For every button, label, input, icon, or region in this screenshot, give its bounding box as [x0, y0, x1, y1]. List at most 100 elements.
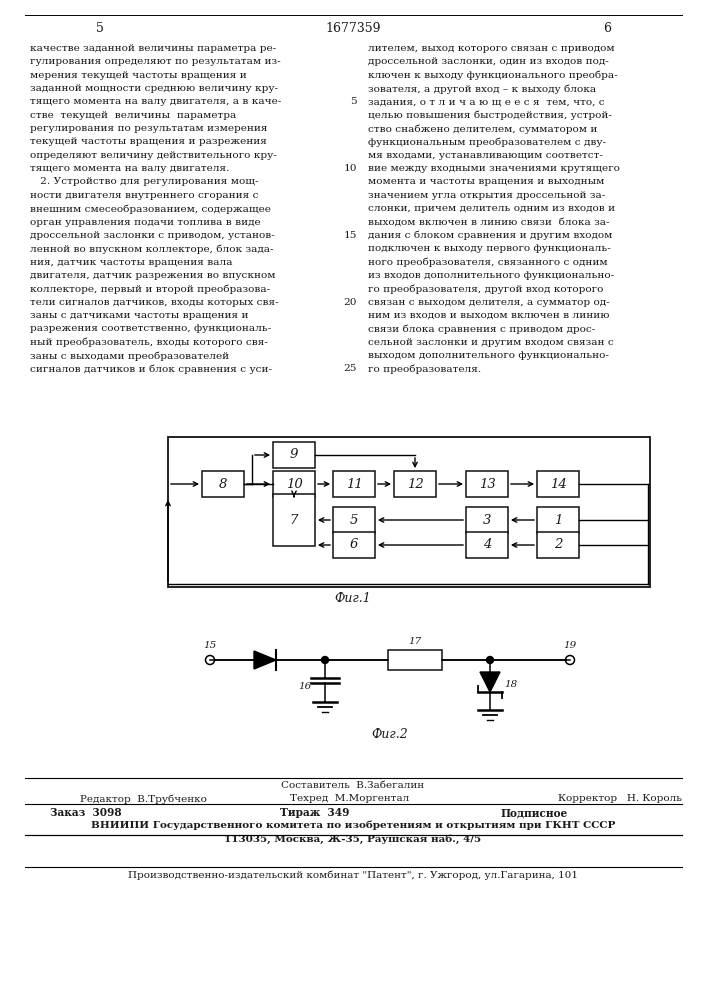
Text: 3: 3	[483, 514, 491, 526]
Text: качестве заданной величины параметра ре-: качестве заданной величины параметра ре-	[30, 44, 276, 53]
Text: тели сигналов датчиков, входы которых свя-: тели сигналов датчиков, входы которых св…	[30, 298, 279, 307]
Text: связи блока сравнения с приводом дрос-: связи блока сравнения с приводом дрос-	[368, 324, 595, 334]
Text: связан с выходом делителя, а сумматор од-: связан с выходом делителя, а сумматор од…	[368, 298, 609, 307]
Text: Корректор   Н. Король: Корректор Н. Король	[558, 794, 682, 803]
Text: 6: 6	[603, 22, 611, 35]
Text: внешним смесеобразованием, содержащее: внешним смесеобразованием, содержащее	[30, 204, 271, 214]
Text: ВНИИПИ Государственного комитета по изобретениям и открытиям при ГКНТ СССР: ВНИИПИ Государственного комитета по изоб…	[90, 821, 615, 830]
Text: Заказ  3098: Заказ 3098	[50, 807, 122, 818]
Text: Фиг.2: Фиг.2	[372, 728, 409, 741]
Text: 10: 10	[344, 164, 357, 173]
Text: разрежения соответственно, функциональ-: разрежения соответственно, функциональ-	[30, 324, 271, 333]
Text: 20: 20	[344, 298, 357, 307]
Text: заданной мощности среднюю величину кру-: заданной мощности среднюю величину кру-	[30, 84, 278, 93]
Bar	[537, 507, 579, 533]
Text: слонки, причем делитель одним из входов и: слонки, причем делитель одним из входов …	[368, 204, 615, 213]
Text: ности двигателя внутреннего сгорания с: ности двигателя внутреннего сгорания с	[30, 191, 259, 200]
Circle shape	[322, 656, 329, 664]
Text: Производственно-издательский комбинат "Патент", г. Ужгород, ул.Гагарина, 101: Производственно-издательский комбинат "П…	[128, 870, 578, 880]
Text: выходом дополнительного функционально-: выходом дополнительного функционально-	[368, 351, 609, 360]
Text: 1677359: 1677359	[325, 22, 381, 35]
Bar	[394, 471, 436, 497]
Bar	[537, 471, 579, 497]
Text: момента и частоты вращения и выходным: момента и частоты вращения и выходным	[368, 178, 604, 186]
Text: мя входами, устанавливающим соответст-: мя входами, устанавливающим соответст-	[368, 151, 603, 160]
Text: 7: 7	[290, 514, 298, 526]
Text: 18: 18	[504, 680, 518, 689]
Bar	[273, 494, 315, 546]
Bar	[202, 471, 244, 497]
Polygon shape	[480, 672, 500, 692]
Text: Составитель  В.Забегалин: Составитель В.Забегалин	[281, 781, 425, 790]
Text: вие между входными значениями крутящего: вие между входными значениями крутящего	[368, 164, 620, 173]
Text: го преобразователя, другой вход которого: го преобразователя, другой вход которого	[368, 284, 603, 294]
Text: 2. Устройство для регулирования мощ-: 2. Устройство для регулирования мощ-	[30, 178, 259, 186]
Text: из входов дополнительного функционально-: из входов дополнительного функционально-	[368, 271, 614, 280]
Text: 113035, Москва, Ж-35, Раушская наб., 4/5: 113035, Москва, Ж-35, Раушская наб., 4/5	[224, 834, 481, 844]
Bar	[175, 445, 450, 582]
Text: 2: 2	[554, 538, 562, 552]
Text: сигналов датчиков и блок сравнения с уси-: сигналов датчиков и блок сравнения с уси…	[30, 364, 272, 374]
Text: 25: 25	[344, 364, 357, 373]
Bar	[333, 532, 375, 558]
Bar	[388, 650, 442, 670]
Bar	[466, 507, 508, 533]
Text: 1: 1	[554, 514, 562, 526]
Text: 5: 5	[350, 514, 358, 526]
Bar	[333, 471, 375, 497]
Text: 12: 12	[407, 478, 423, 490]
Text: 5: 5	[96, 22, 104, 35]
Text: коллекторе, первый и второй преобразова-: коллекторе, первый и второй преобразова-	[30, 284, 270, 294]
Text: значением угла открытия дроссельной за-: значением угла открытия дроссельной за-	[368, 191, 605, 200]
Text: Фиг.1: Фиг.1	[334, 592, 371, 605]
Text: 13: 13	[479, 478, 496, 490]
Text: ним из входов и выходом включен в линию: ним из входов и выходом включен в линию	[368, 311, 609, 320]
Text: 6: 6	[350, 538, 358, 552]
Text: гулирования определяют по результатам из-: гулирования определяют по результатам из…	[30, 57, 281, 66]
Text: выходом включен в линию связи  блока за-: выходом включен в линию связи блока за-	[368, 218, 609, 227]
Text: мерения текущей частоты вращения и: мерения текущей частоты вращения и	[30, 71, 247, 80]
Text: 14: 14	[549, 478, 566, 490]
Text: тящего момента на валу двигателя.: тящего момента на валу двигателя.	[30, 164, 230, 173]
Text: Редактор  В.Трубченко: Редактор В.Трубченко	[80, 794, 207, 804]
Bar	[273, 442, 315, 468]
Text: 16: 16	[298, 682, 312, 691]
Text: текущей частоты вращения и разрежения: текущей частоты вращения и разрежения	[30, 137, 267, 146]
Text: го преобразователя.: го преобразователя.	[368, 364, 481, 374]
Text: Тираж  349: Тираж 349	[280, 807, 349, 818]
Polygon shape	[254, 651, 276, 669]
Bar	[466, 471, 508, 497]
Text: 9: 9	[290, 448, 298, 462]
Text: стве  текущей  величины  параметра: стве текущей величины параметра	[30, 111, 236, 120]
Text: целью повышения быстродействия, устрой-: целью повышения быстродействия, устрой-	[368, 111, 612, 120]
Text: зователя, а другой вход – к выходу блока: зователя, а другой вход – к выходу блока	[368, 84, 596, 94]
Text: ключен к выходу функционального преобра-: ключен к выходу функционального преобра-	[368, 71, 618, 80]
Text: функциональным преобразователем с дву-: функциональным преобразователем с дву-	[368, 137, 606, 147]
Text: лителем, выход которого связан с приводом: лителем, выход которого связан с приводо…	[368, 44, 614, 53]
Text: 4: 4	[483, 538, 491, 552]
Text: 11: 11	[346, 478, 363, 490]
Text: ство снабжено делителем, сумматором и: ство снабжено делителем, сумматором и	[368, 124, 597, 134]
Bar	[168, 437, 650, 587]
Circle shape	[486, 656, 493, 664]
Text: Подписное: Подписное	[500, 807, 567, 818]
Text: тящего момента на валу двигателя, а в каче-: тящего момента на валу двигателя, а в ка…	[30, 97, 281, 106]
Text: двигателя, датчик разрежения во впускном: двигателя, датчик разрежения во впускном	[30, 271, 276, 280]
Text: подключен к выходу первого функциональ-: подключен к выходу первого функциональ-	[368, 244, 611, 253]
Text: 5: 5	[351, 97, 357, 106]
Text: определяют величину действительного кру-: определяют величину действительного кру-	[30, 151, 276, 160]
Bar	[333, 507, 375, 533]
Text: 15: 15	[344, 231, 357, 240]
Text: дроссельной заслонки с приводом, установ-: дроссельной заслонки с приводом, установ…	[30, 231, 275, 240]
Text: ния, датчик частоты вращения вала: ния, датчик частоты вращения вала	[30, 258, 233, 267]
Text: дроссельной заслонки, один из входов под-: дроссельной заслонки, один из входов под…	[368, 57, 609, 66]
Text: заны с датчиками частоты вращения и: заны с датчиками частоты вращения и	[30, 311, 248, 320]
Text: орган управления подачи топлива в виде: орган управления подачи топлива в виде	[30, 218, 261, 227]
Text: задания, о т л и ч а ю щ е е с я  тем, что, с: задания, о т л и ч а ю щ е е с я тем, чт…	[368, 97, 604, 106]
Text: 8: 8	[218, 478, 227, 490]
Bar	[466, 532, 508, 558]
Text: Техред  М.Моргентал: Техред М.Моргентал	[290, 794, 409, 803]
Text: 10: 10	[286, 478, 303, 490]
Text: заны с выходами преобразователей: заны с выходами преобразователей	[30, 351, 229, 361]
Text: дания с блоком сравнения и другим входом: дания с блоком сравнения и другим входом	[368, 231, 612, 240]
